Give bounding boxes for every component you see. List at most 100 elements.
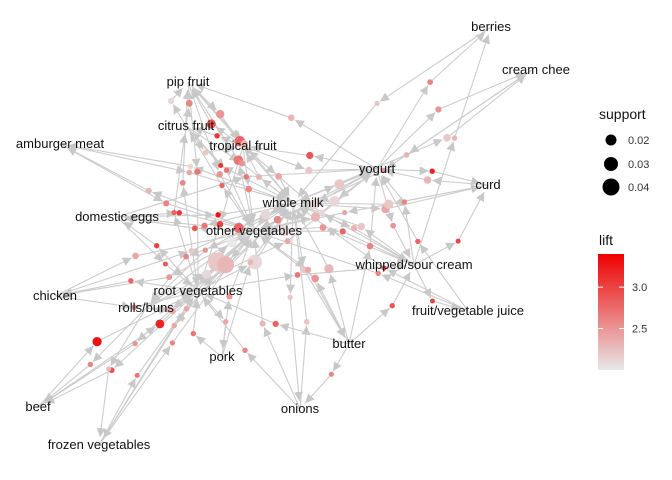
lift-tick-label: 2.5 bbox=[632, 324, 647, 336]
rule-node bbox=[381, 167, 387, 173]
rule-node bbox=[188, 247, 195, 254]
rule-edge-out bbox=[369, 176, 380, 247]
rule-edge-out bbox=[289, 297, 303, 402]
rule-node bbox=[167, 97, 175, 105]
rule-node bbox=[429, 168, 435, 174]
rule-node bbox=[294, 272, 301, 278]
rule-edge-in bbox=[401, 205, 415, 266]
rule-node bbox=[218, 163, 224, 168]
rule-node bbox=[245, 185, 252, 193]
item-label-whole-milk: whole milk bbox=[262, 195, 324, 210]
rule-edge-in bbox=[116, 216, 164, 262]
rule-edge-out bbox=[384, 168, 428, 181]
rule-edge-in bbox=[247, 352, 301, 410]
rule-node bbox=[240, 140, 248, 148]
rule-node bbox=[216, 171, 223, 178]
item-label-butter: butter bbox=[332, 336, 366, 351]
rule-edge-out bbox=[193, 126, 218, 137]
rule-edge-in bbox=[187, 81, 201, 168]
rule-edge-out bbox=[287, 173, 372, 242]
rule-node bbox=[401, 199, 408, 205]
rule-edge-out bbox=[446, 74, 527, 139]
rule-edge-out bbox=[44, 369, 112, 404]
rule-node bbox=[163, 200, 170, 207]
rule-node bbox=[329, 196, 340, 207]
item-labels: berries cream chee pip fruit amburger meat c… bbox=[16, 19, 570, 452]
rule-node bbox=[238, 160, 245, 167]
rule-edge-out bbox=[438, 72, 525, 111]
rule-node bbox=[132, 252, 139, 260]
rule-edge-out bbox=[171, 237, 250, 344]
rule-node bbox=[132, 340, 138, 347]
rule-edge-in bbox=[54, 250, 188, 297]
item-label-chicken: chicken bbox=[33, 288, 77, 303]
item-label-fruit-vegetable-juice: fruit/vegetable juice bbox=[412, 303, 524, 318]
rule-node bbox=[275, 173, 282, 180]
rule-edge-in bbox=[263, 327, 301, 410]
rule-node bbox=[92, 337, 102, 347]
rule-edge-out bbox=[261, 212, 345, 233]
rule-edge-out bbox=[151, 249, 206, 303]
rule-node bbox=[242, 347, 248, 353]
rule-edge-out bbox=[457, 191, 485, 242]
rule-node bbox=[190, 330, 196, 337]
rule-node bbox=[166, 274, 173, 281]
rule-node bbox=[328, 371, 334, 377]
rule-node bbox=[219, 182, 225, 189]
rule-edge-out bbox=[251, 238, 264, 324]
rule-node bbox=[287, 294, 293, 300]
rule-node bbox=[311, 274, 320, 283]
rule-edge-in bbox=[59, 143, 186, 175]
rule-edge-out bbox=[260, 169, 385, 229]
rule-node bbox=[171, 209, 177, 216]
rule-node bbox=[202, 247, 208, 253]
rule-node bbox=[443, 134, 451, 142]
rule-node bbox=[260, 209, 271, 220]
rule-edge-out bbox=[304, 373, 332, 404]
rule-node bbox=[145, 187, 152, 194]
rule-edge-out bbox=[205, 293, 276, 325]
rule-edge-out bbox=[44, 343, 136, 404]
rule-edge-in bbox=[348, 307, 390, 345]
rule-edge-in bbox=[172, 104, 187, 127]
rule-edge-out bbox=[432, 170, 481, 186]
item-label-cream-cheese: cream chee bbox=[502, 62, 570, 77]
rule-node bbox=[162, 261, 168, 267]
rule-node bbox=[435, 106, 442, 113]
rule-node bbox=[255, 173, 263, 180]
rule-node bbox=[306, 151, 314, 160]
rule-node bbox=[183, 253, 190, 260]
rule-node bbox=[259, 320, 266, 327]
rule-node bbox=[155, 319, 165, 329]
rule-edge-out bbox=[380, 175, 419, 242]
rule-edge-out bbox=[135, 230, 247, 257]
rule-edge-out bbox=[173, 133, 189, 213]
rule-node bbox=[169, 340, 176, 346]
rule-edge-out bbox=[62, 276, 170, 298]
rule-node bbox=[430, 298, 435, 304]
item-label-berries: berries bbox=[471, 19, 511, 34]
rule-node bbox=[310, 212, 320, 222]
item-label-curd: curd bbox=[475, 177, 500, 192]
rule-edge-out bbox=[124, 214, 195, 229]
rule-edge-in bbox=[54, 295, 131, 310]
rule-node bbox=[179, 180, 186, 186]
rule-edge-in bbox=[134, 278, 199, 292]
rule-node bbox=[272, 320, 279, 327]
rule-node bbox=[366, 242, 374, 250]
rule-edge-out bbox=[123, 221, 158, 247]
rule-edge-out bbox=[303, 269, 346, 338]
item-label-root-vegetables: root vegetables bbox=[154, 283, 243, 298]
rule-edge-in bbox=[413, 242, 456, 266]
rule-edge-out bbox=[261, 232, 379, 274]
rule-node bbox=[288, 114, 295, 122]
rule-node bbox=[375, 270, 381, 277]
rule-edge-in bbox=[114, 290, 199, 369]
support-legend-dot-medium bbox=[604, 157, 618, 171]
rule-node bbox=[183, 305, 190, 312]
rule-node bbox=[455, 238, 461, 244]
rule-node bbox=[319, 224, 327, 231]
rule-node bbox=[171, 322, 177, 329]
item-label-hamburger-meat: amburger meat bbox=[16, 136, 105, 151]
rule-node bbox=[217, 256, 235, 274]
